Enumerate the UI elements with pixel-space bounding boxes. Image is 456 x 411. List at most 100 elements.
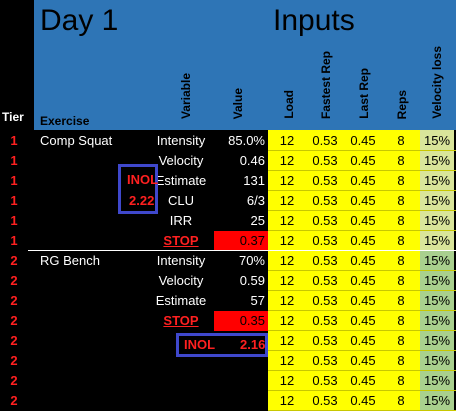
reps-cell[interactable]: 8 [397, 253, 405, 268]
value-cell[interactable]: 0.37 [214, 231, 268, 251]
load-cell[interactable]: 12 [279, 313, 295, 328]
reps-cell[interactable]: 8 [397, 273, 405, 288]
load-cell[interactable]: 12 [279, 153, 295, 168]
variable-cell[interactable]: Intensity [156, 133, 206, 148]
variable-cell[interactable]: STOP [163, 313, 199, 328]
last-cell[interactable]: 0.45 [350, 173, 376, 188]
variable-cell[interactable]: IRR [169, 213, 193, 228]
reps-cell[interactable]: 8 [397, 173, 405, 188]
value-cell[interactable]: 0.35 [214, 311, 268, 331]
variable-cell[interactable]: CLU [167, 193, 194, 208]
vloss-cell[interactable]: 15% [423, 133, 451, 148]
reps-cell[interactable]: 8 [397, 193, 405, 208]
fastest-cell[interactable]: 0.53 [312, 153, 338, 168]
last-cell[interactable]: 0.45 [350, 213, 376, 228]
tier-cell[interactable]: 2 [10, 293, 18, 308]
value-cell[interactable]: 6/3 [246, 193, 265, 208]
reps-cell[interactable]: 8 [397, 333, 405, 348]
vloss-cell[interactable]: 15% [423, 313, 451, 328]
variable-cell[interactable]: Estimate [155, 293, 207, 308]
load-cell[interactable]: 12 [279, 133, 295, 148]
last-cell[interactable]: 0.45 [350, 133, 376, 148]
vloss-cell[interactable]: 15% [423, 213, 451, 228]
variable-cell[interactable]: STOP [163, 233, 199, 248]
load-cell[interactable]: 12 [279, 333, 295, 348]
vloss-cell[interactable]: 15% [423, 393, 451, 408]
vloss-cell[interactable]: 15% [423, 193, 451, 208]
vloss-cell[interactable]: 15% [423, 233, 451, 248]
tier-cell[interactable]: 2 [10, 373, 18, 388]
value-cell[interactable] [214, 391, 268, 411]
vloss-cell[interactable]: 15% [423, 253, 451, 268]
last-cell[interactable]: 0.45 [350, 253, 376, 268]
tier-cell[interactable]: 2 [10, 353, 18, 368]
fastest-cell[interactable]: 0.53 [312, 273, 338, 288]
last-cell[interactable]: 0.45 [350, 313, 376, 328]
fastest-cell[interactable]: 0.53 [312, 193, 338, 208]
last-cell[interactable]: 0.45 [350, 193, 376, 208]
value-cell[interactable]: 0.46 [239, 153, 265, 168]
tier-cell[interactable]: 1 [10, 133, 18, 148]
reps-cell[interactable]: 8 [397, 393, 405, 408]
load-cell[interactable]: 12 [279, 213, 295, 228]
fastest-cell[interactable]: 0.53 [312, 373, 338, 388]
last-cell[interactable]: 0.45 [350, 353, 376, 368]
value-cell[interactable]: 25 [250, 213, 265, 228]
load-cell[interactable]: 12 [279, 173, 295, 188]
value-cell[interactable] [214, 371, 268, 391]
tier-cell[interactable]: 1 [10, 193, 18, 208]
reps-cell[interactable]: 8 [397, 233, 405, 248]
tier-cell[interactable]: 2 [10, 253, 18, 268]
last-cell[interactable]: 0.45 [350, 373, 376, 388]
load-cell[interactable]: 12 [279, 273, 295, 288]
tier-cell[interactable]: 1 [10, 213, 18, 228]
fastest-cell[interactable]: 0.53 [312, 173, 338, 188]
tier-cell[interactable]: 1 [10, 233, 18, 248]
reps-cell[interactable]: 8 [397, 213, 405, 228]
load-cell[interactable]: 12 [279, 253, 295, 268]
fastest-cell[interactable]: 0.53 [312, 233, 338, 248]
last-cell[interactable]: 0.45 [350, 233, 376, 248]
value-cell[interactable]: 57 [250, 293, 265, 308]
tier-cell[interactable]: 2 [10, 273, 18, 288]
fastest-cell[interactable]: 0.53 [312, 213, 338, 228]
variable-cell[interactable]: Intensity [156, 253, 206, 268]
value-cell[interactable]: 0.59 [239, 273, 265, 288]
last-cell[interactable]: 0.45 [350, 153, 376, 168]
vloss-cell[interactable]: 15% [423, 273, 451, 288]
fastest-cell[interactable]: 0.53 [312, 133, 338, 148]
variable-cell[interactable]: Estimate [155, 173, 207, 188]
last-cell[interactable]: 0.45 [350, 333, 376, 348]
variable-cell[interactable] [150, 371, 212, 391]
load-cell[interactable]: 12 [279, 193, 295, 208]
value-cell[interactable]: 70% [238, 253, 265, 268]
reps-cell[interactable]: 8 [397, 133, 405, 148]
last-cell[interactable]: 0.45 [350, 393, 376, 408]
exercise-cell[interactable]: RG Bench [40, 253, 100, 268]
fastest-cell[interactable]: 0.53 [312, 333, 338, 348]
tier-cell[interactable]: 2 [10, 313, 18, 328]
vloss-cell[interactable]: 15% [423, 173, 451, 188]
reps-cell[interactable]: 8 [397, 373, 405, 388]
tier-cell[interactable]: 1 [10, 173, 18, 188]
vloss-cell[interactable]: 15% [423, 353, 451, 368]
last-cell[interactable]: 0.45 [350, 273, 376, 288]
fastest-cell[interactable]: 0.53 [312, 313, 338, 328]
last-cell[interactable]: 0.45 [350, 293, 376, 308]
load-cell[interactable]: 12 [279, 293, 295, 308]
variable-cell[interactable] [150, 391, 212, 411]
value-cell[interactable]: 85.0% [228, 133, 265, 148]
value-cell[interactable]: 131 [243, 173, 265, 188]
vloss-cell[interactable]: 15% [423, 293, 451, 308]
tier-cell[interactable]: 1 [10, 153, 18, 168]
fastest-cell[interactable]: 0.53 [312, 353, 338, 368]
tier-cell[interactable]: 2 [10, 333, 18, 348]
vloss-cell[interactable]: 15% [423, 333, 451, 348]
variable-cell[interactable]: Velocity [158, 273, 204, 288]
reps-cell[interactable]: 8 [397, 153, 405, 168]
reps-cell[interactable]: 8 [397, 293, 405, 308]
fastest-cell[interactable]: 0.53 [312, 253, 338, 268]
variable-cell[interactable]: Velocity [158, 153, 204, 168]
tier-cell[interactable]: 2 [10, 393, 18, 408]
vloss-cell[interactable]: 15% [423, 373, 451, 388]
